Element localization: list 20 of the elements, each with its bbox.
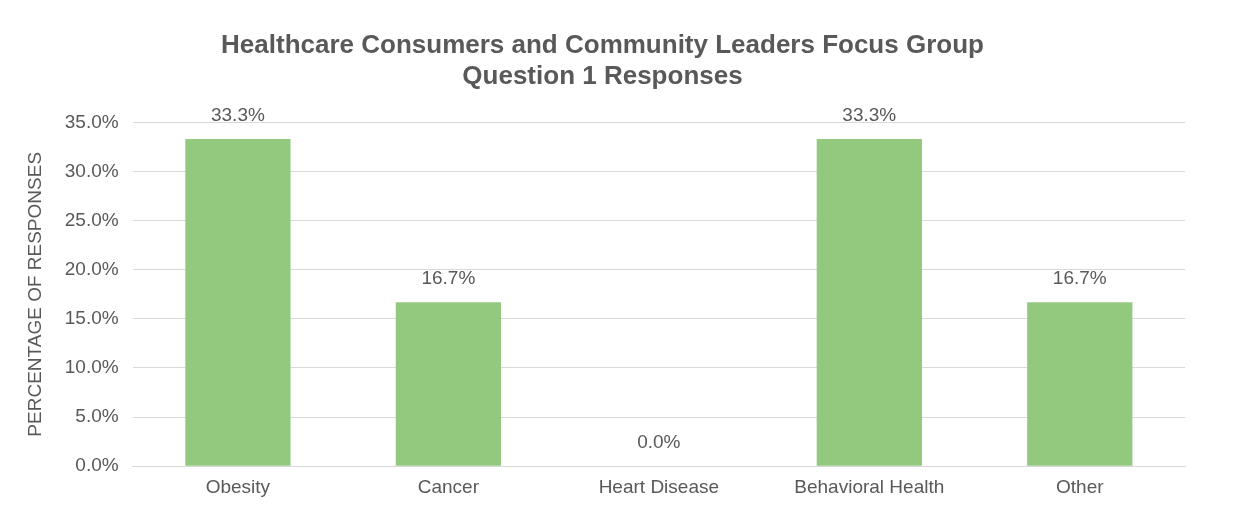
y-tick-label: 20.0%: [64, 257, 119, 279]
y-tick-label: 25.0%: [64, 208, 119, 230]
y-tick-label: 0.0%: [75, 454, 119, 476]
y-tick-label: 35.0%: [64, 110, 119, 132]
x-tick-label: Heart Disease: [598, 475, 720, 497]
data-label: 33.3%: [842, 103, 897, 125]
data-label: 0.0%: [637, 430, 681, 452]
x-tick-label: Obesity: [205, 475, 271, 497]
y-tick-label: 15.0%: [64, 307, 119, 329]
x-tick-label: Other: [1056, 475, 1105, 497]
y-tick-label: 30.0%: [64, 159, 119, 181]
data-label: 16.7%: [1052, 266, 1107, 288]
y-axis-title: PERCENTAGE OF RESPONSES: [23, 151, 45, 437]
y-tick-label: 10.0%: [64, 356, 119, 378]
data-label: 33.3%: [210, 103, 265, 125]
y-tick-label: 5.0%: [75, 405, 119, 427]
chart-title: Healthcare Consumers and Community Leaders Focus Group Question 1 Responses: [221, 28, 984, 90]
data-label: 16.7%: [421, 266, 476, 288]
x-tick-label: Cancer: [417, 475, 480, 497]
x-tick-label: Behavioral Health: [794, 475, 945, 497]
